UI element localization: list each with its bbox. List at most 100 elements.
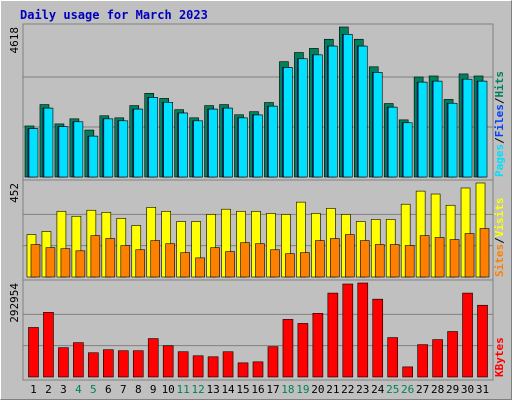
bar (313, 54, 323, 178)
bar (402, 366, 413, 378)
bar (135, 249, 146, 278)
bar (283, 67, 293, 178)
bar (372, 298, 384, 378)
bar (45, 247, 56, 278)
x-tick-label: 11 (177, 383, 190, 396)
bar (88, 135, 99, 178)
bar (133, 108, 144, 178)
bar (103, 349, 114, 378)
bar (88, 352, 99, 378)
bar (225, 251, 235, 278)
bar (28, 128, 39, 178)
bar (357, 282, 369, 378)
bar (404, 245, 415, 278)
x-tick-label: 12 (192, 383, 205, 396)
bar (222, 351, 234, 378)
bar (180, 252, 190, 278)
bar (267, 346, 279, 378)
bar (147, 338, 159, 378)
bar (434, 237, 445, 278)
bar (118, 120, 129, 178)
x-tick-label: 30 (461, 383, 474, 396)
bar (132, 350, 144, 378)
x-tick-label: 20 (311, 383, 324, 396)
bar (315, 240, 325, 278)
bar (479, 228, 490, 278)
x-tick-label: 29 (446, 383, 459, 396)
bar (387, 106, 398, 178)
bar (192, 355, 204, 378)
bar (75, 250, 86, 278)
bar (417, 344, 428, 378)
bar (117, 350, 129, 378)
x-tick-label: 23 (356, 383, 369, 396)
x-tick-label: 28 (431, 383, 444, 396)
bar (389, 244, 400, 278)
legend: KBytes (493, 337, 506, 377)
bar (432, 80, 443, 178)
bar (210, 247, 220, 278)
legend-entry: Hits (493, 71, 506, 98)
bar (402, 122, 413, 178)
chart-title: Daily usage for March 2023 (20, 8, 208, 22)
bar (374, 244, 385, 278)
bar (359, 240, 370, 278)
bar (282, 319, 294, 378)
legend: Sites/Visits (493, 198, 506, 278)
bar (477, 304, 488, 378)
bar (162, 345, 174, 378)
bar (327, 292, 339, 378)
x-tick-label: 9 (150, 383, 157, 396)
bar (357, 45, 368, 178)
bar (372, 72, 383, 178)
x-tick-label: 22 (341, 383, 354, 396)
x-tick-label: 18 (281, 383, 294, 396)
bar (73, 342, 84, 378)
legend-entry: KBytes (493, 337, 506, 377)
bar (345, 234, 355, 278)
legend-entry: Sites (493, 244, 506, 277)
bar (464, 233, 475, 278)
x-tick-label: 2 (45, 383, 52, 396)
bar (330, 238, 340, 278)
x-tick-label: 13 (206, 383, 219, 396)
bar (208, 108, 218, 178)
bar (237, 362, 249, 378)
bar (432, 339, 443, 378)
legend-entry: Visits (493, 198, 506, 238)
legend-entry: Files (493, 104, 506, 137)
bar (120, 245, 131, 278)
bar (90, 235, 101, 278)
x-tick-label: 5 (90, 383, 97, 396)
bar (60, 248, 71, 278)
x-tick-label: 31 (476, 383, 489, 396)
bar (298, 58, 308, 178)
bar (207, 356, 219, 378)
bar (195, 257, 205, 278)
x-tick-label: 27 (416, 383, 429, 396)
x-tick-label: 21 (326, 383, 339, 396)
bar (343, 34, 353, 178)
x-tick-label: 6 (105, 383, 112, 396)
legend-separator: / (493, 137, 506, 144)
x-tick-label: 15 (236, 383, 249, 396)
x-tick-label: 4 (75, 383, 82, 396)
legend-separator: / (493, 237, 506, 244)
bar (43, 312, 54, 378)
x-tick-label: 24 (371, 383, 385, 396)
bar (297, 323, 309, 378)
bar (447, 102, 458, 178)
bar (240, 242, 250, 278)
bar (238, 117, 248, 178)
x-tick-label: 17 (266, 383, 279, 396)
x-tick-label: 14 (221, 383, 235, 396)
bar (477, 80, 488, 178)
bar (462, 292, 473, 378)
bar (270, 249, 280, 278)
bar (387, 337, 399, 378)
bar (300, 252, 310, 278)
y-tick-label: 292954 (8, 283, 21, 323)
x-tick-label: 25 (386, 383, 399, 396)
